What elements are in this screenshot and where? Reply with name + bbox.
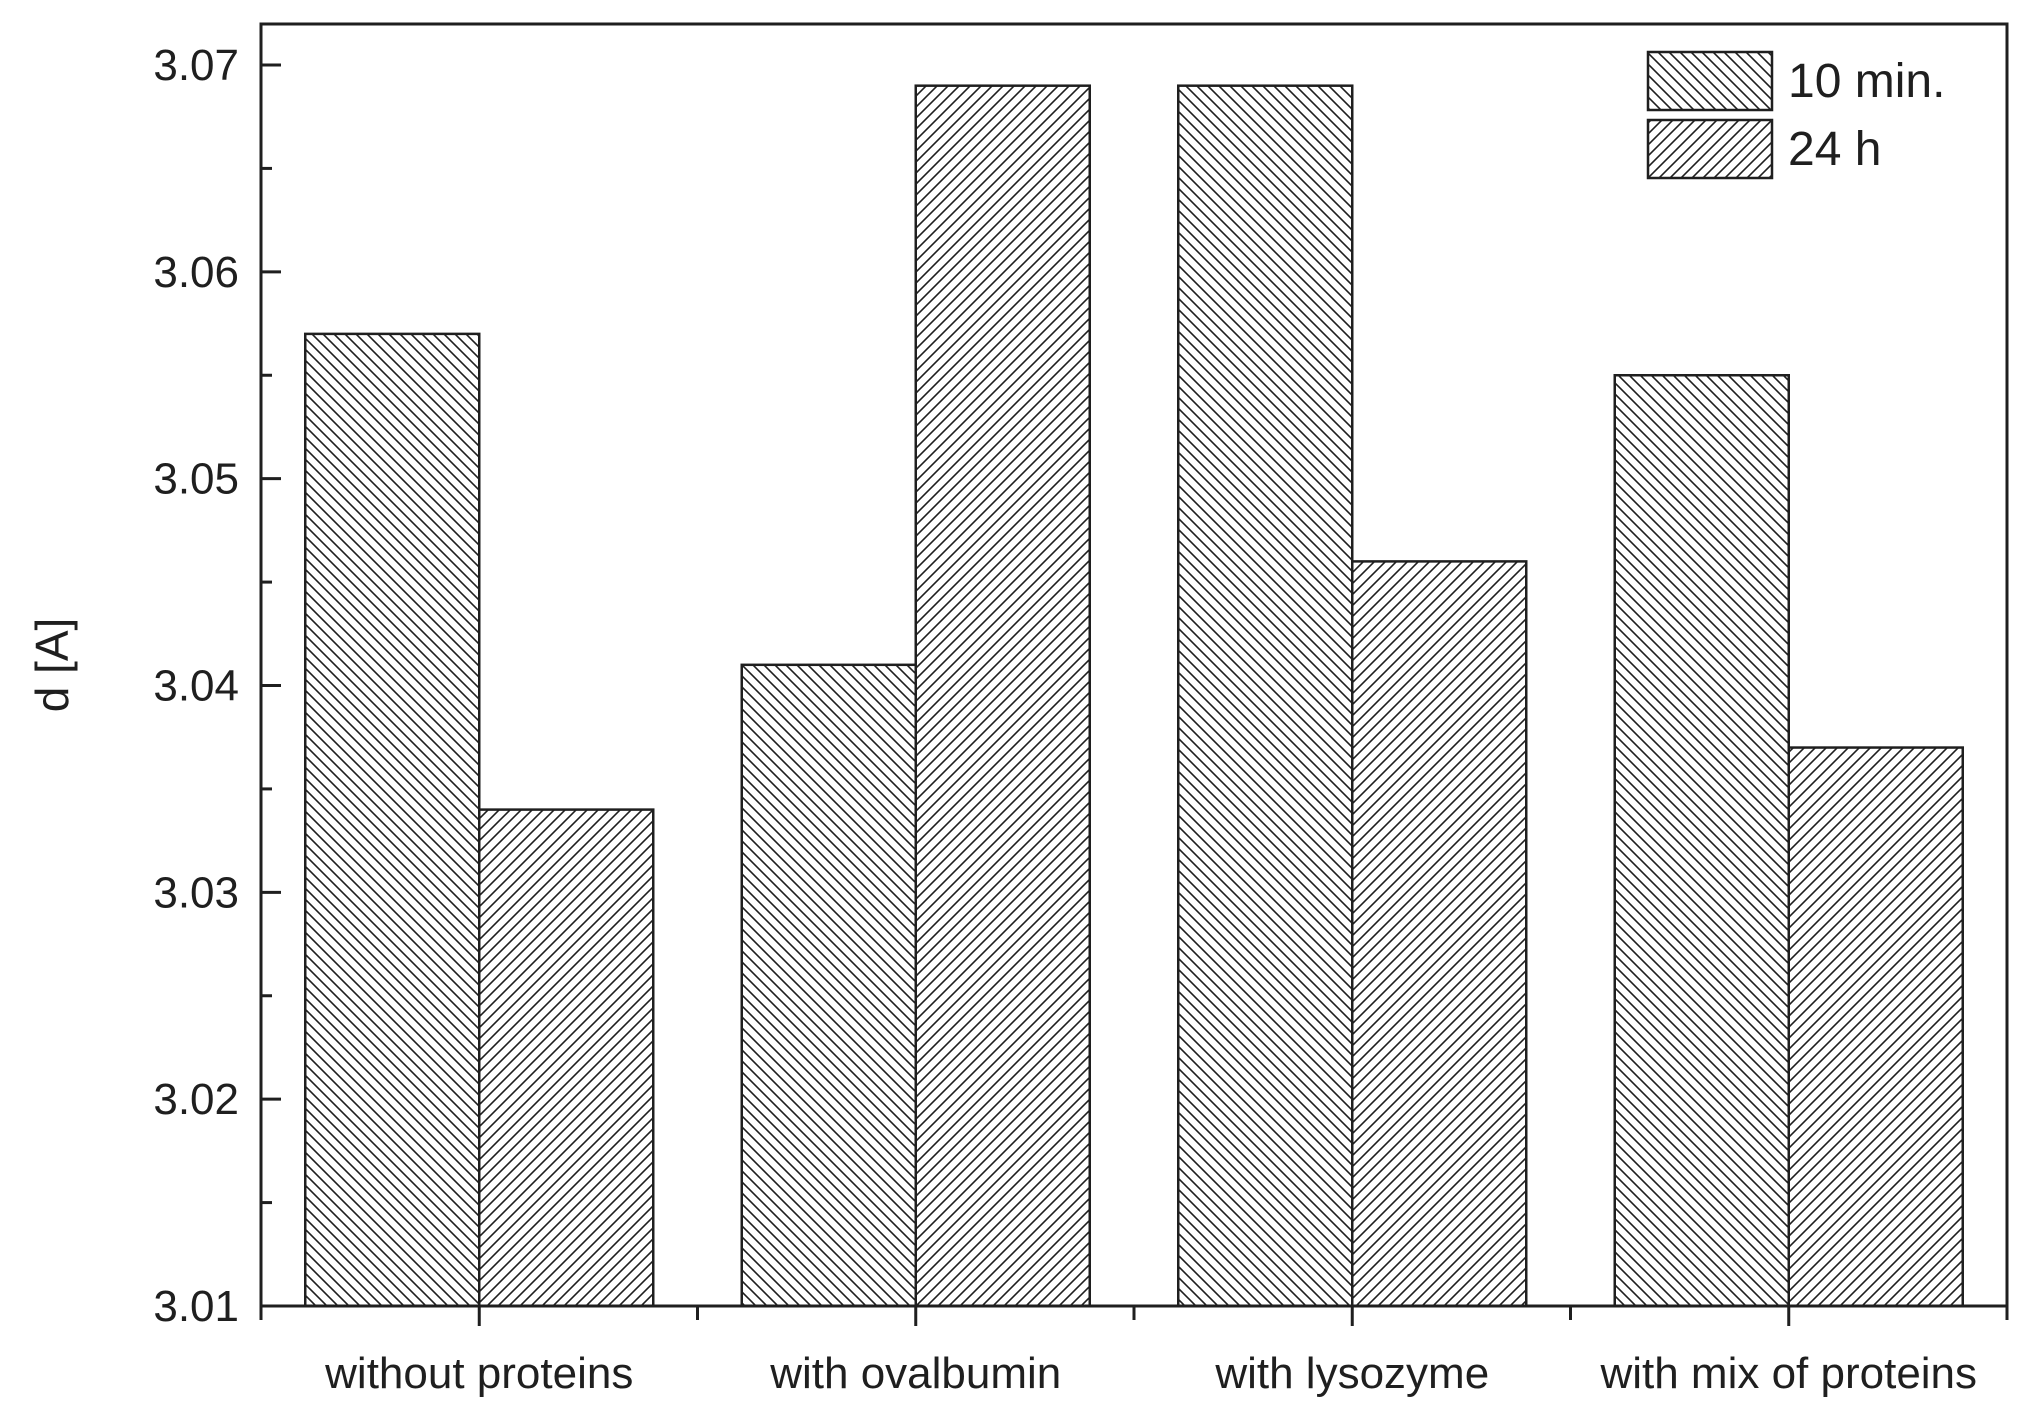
bar [740, 663, 917, 1308]
bar [914, 84, 1091, 1308]
legend-swatch-10-min [1646, 50, 1774, 112]
y-axis-label: d [A] [26, 618, 78, 713]
y-tick-label: 3.03 [153, 868, 239, 917]
y-axis: 3.01 3.02 3.03 3.04 3.05 3.06 3.07 [153, 41, 281, 1331]
y-tick-label: 3.01 [153, 1282, 239, 1331]
legend-swatch-24-h [1646, 118, 1774, 180]
bar [1787, 746, 1964, 1308]
bar [304, 332, 481, 1308]
y-tick-label: 3.02 [153, 1075, 239, 1124]
bars-layer [304, 84, 1964, 1308]
legend-label-24-h: 24 h [1788, 123, 1881, 176]
legend: 10 min. 24 h [1646, 50, 1945, 180]
y-tick-label: 3.05 [153, 455, 239, 504]
x-axis: without proteins with ovalbumin with lysoz… [259, 1306, 2009, 1398]
y-tick-label: 3.06 [153, 248, 239, 297]
y-tick-label: 3.04 [153, 662, 239, 711]
x-tick-label: with mix of proteins [1599, 1349, 1977, 1398]
bar [478, 808, 655, 1308]
bar [1351, 560, 1528, 1308]
x-tick-label: without proteins [324, 1349, 633, 1398]
bar [1177, 84, 1354, 1308]
y-tick-label: 3.07 [153, 41, 239, 90]
x-tick-label: with ovalbumin [769, 1349, 1061, 1398]
x-tick-label: with lysozyme [1214, 1349, 1489, 1398]
legend-label-10-min: 10 min. [1788, 55, 1945, 108]
bar [1613, 374, 1790, 1308]
